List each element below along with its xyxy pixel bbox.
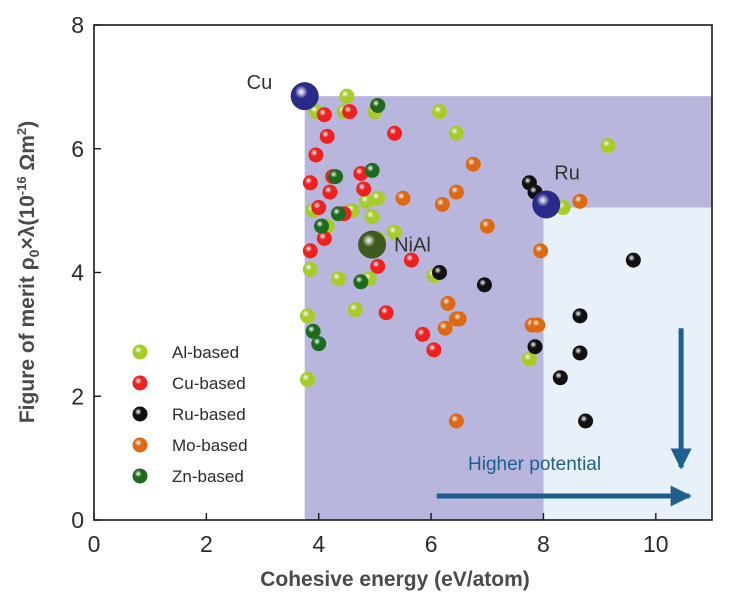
mo-based-point bbox=[395, 190, 411, 206]
cu-based-point bbox=[322, 184, 338, 200]
cu-based-point bbox=[316, 230, 332, 246]
al-based-point bbox=[387, 224, 403, 240]
legend-marker-al-based bbox=[132, 344, 148, 360]
axes: 0 2 4 6 8 10 0 2 4 6 8 bbox=[71, 12, 713, 557]
legend: Al-based Cu-based Ru-based Mo-based Zn-based bbox=[132, 343, 248, 486]
ru-based-point bbox=[552, 370, 568, 386]
ru-highlight-point bbox=[532, 190, 561, 219]
ru-based-point bbox=[476, 277, 492, 293]
y-tick-label: 8 bbox=[71, 12, 84, 38]
mo-based-point bbox=[440, 295, 456, 311]
cu-based-point bbox=[311, 200, 327, 216]
potential-arrows bbox=[436, 328, 692, 507]
x-tick-label: 2 bbox=[200, 531, 213, 557]
mo-based-point bbox=[451, 311, 467, 327]
zn-based-point bbox=[314, 218, 330, 234]
legend-marker-cu-based bbox=[132, 375, 148, 391]
cu-based-point bbox=[415, 326, 431, 342]
data-points bbox=[299, 88, 641, 429]
al-based-point bbox=[364, 209, 380, 225]
mo-based-point bbox=[533, 243, 549, 259]
al-based-point bbox=[299, 308, 315, 324]
y-tick-label: 2 bbox=[71, 383, 84, 409]
cu-highlight-point bbox=[290, 82, 319, 111]
legend-label-zn-based: Zn-based bbox=[172, 467, 244, 486]
legend-label-ru-based: Ru-based bbox=[172, 405, 246, 424]
ru-based-point bbox=[572, 308, 588, 324]
mo-based-point bbox=[572, 193, 588, 209]
highlight-points: Cu Ru NiAl bbox=[247, 72, 580, 259]
al-based-point bbox=[330, 271, 346, 287]
al-based-point bbox=[347, 302, 363, 318]
cu-based-point bbox=[308, 147, 324, 163]
legend-label-mo-based: Mo-based bbox=[172, 436, 248, 455]
zn-based-point bbox=[364, 162, 380, 178]
legend-marker-ru-based bbox=[132, 406, 148, 422]
cu-based-point bbox=[316, 107, 332, 123]
al-based-point bbox=[600, 138, 616, 154]
mo-based-point bbox=[465, 156, 481, 172]
zn-based-point bbox=[353, 274, 369, 290]
al-based-point bbox=[448, 125, 464, 141]
al-based-point bbox=[370, 190, 386, 206]
ru-based-point bbox=[625, 252, 641, 268]
legend-label-al-based: Al-based bbox=[172, 343, 239, 362]
mo-based-point bbox=[437, 320, 453, 336]
x-tick-label: 10 bbox=[643, 531, 669, 557]
shaded-regions bbox=[304, 96, 712, 520]
ru-based-point bbox=[578, 413, 594, 429]
x-tick-label: 6 bbox=[425, 531, 438, 557]
legend-label-cu-based: Cu-based bbox=[172, 374, 246, 393]
cu-based-point bbox=[378, 305, 394, 321]
mo-based-point bbox=[448, 413, 464, 429]
x-tick-label: 0 bbox=[88, 531, 101, 557]
zn-based-point bbox=[330, 206, 346, 222]
mo-based-point bbox=[479, 218, 495, 234]
cu-based-point bbox=[319, 128, 335, 144]
ru-based-point bbox=[432, 265, 448, 280]
y-tick-label: 0 bbox=[71, 507, 84, 533]
higher-potential-label: Higher potential bbox=[468, 454, 601, 475]
cu-based-point bbox=[302, 243, 318, 259]
cu-based-point bbox=[353, 166, 369, 181]
mo-based-point bbox=[448, 184, 464, 200]
y-tick-label: 6 bbox=[71, 136, 84, 162]
zn-based-point bbox=[311, 336, 327, 352]
ru-based-point bbox=[527, 339, 543, 355]
y-tick-label: 4 bbox=[71, 260, 84, 286]
zn-based-point bbox=[328, 169, 344, 185]
x-tick-label: 4 bbox=[312, 531, 325, 557]
al-based-point bbox=[432, 104, 448, 120]
cu-based-point bbox=[370, 258, 386, 274]
ru-based-point bbox=[572, 345, 588, 361]
cu-label: Cu bbox=[247, 72, 273, 94]
cu-based-point bbox=[403, 252, 419, 268]
legend-marker-mo-based bbox=[132, 437, 148, 453]
al-based-point bbox=[302, 261, 318, 277]
al-based-point bbox=[299, 372, 315, 388]
cu-based-point bbox=[387, 125, 403, 141]
al-based-point bbox=[339, 88, 355, 104]
al-based-point bbox=[358, 193, 374, 209]
cu-based-point bbox=[342, 104, 358, 120]
mo-based-point bbox=[530, 317, 546, 333]
legend-marker-zn-based bbox=[132, 468, 148, 484]
mo-based-point bbox=[434, 196, 450, 212]
cu-based-point bbox=[356, 181, 372, 197]
x-tick-label: 8 bbox=[537, 531, 550, 557]
al-based-point bbox=[521, 351, 537, 367]
cu-based-point bbox=[302, 175, 318, 191]
y-axis-title: Figure of merit ρ0×λ(10-16 Ωm2) bbox=[14, 121, 42, 423]
cu-based-point bbox=[426, 342, 442, 358]
zn-based-point bbox=[370, 97, 386, 113]
nial-label: NiAl bbox=[394, 235, 431, 257]
zn-based-point bbox=[305, 323, 321, 339]
ru-label: Ru bbox=[554, 162, 580, 184]
nial-highlight-point bbox=[358, 230, 387, 259]
x-axis-title: Cohesive energy (eV/atom) bbox=[260, 568, 530, 591]
